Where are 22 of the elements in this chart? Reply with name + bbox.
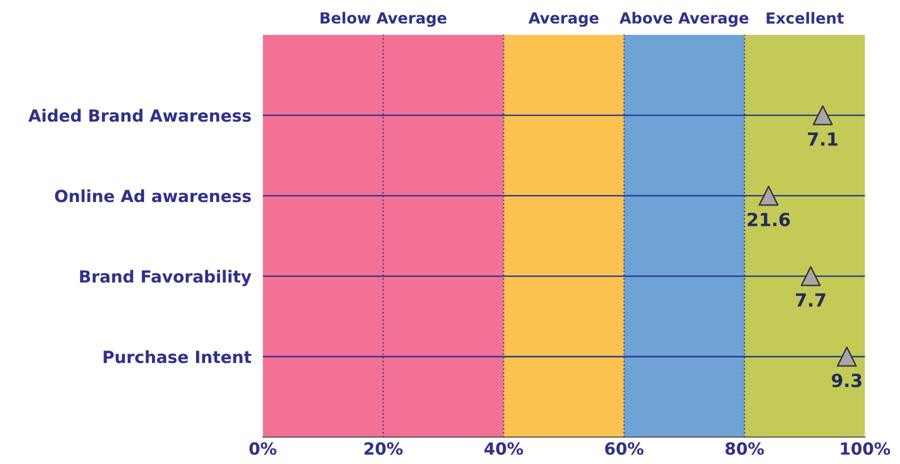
point: [800, 266, 821, 286]
point: [836, 346, 857, 367]
x-tick-label: 0%: [249, 442, 276, 455]
y-tick-label: Purchase Intent: [104, 350, 252, 364]
annotation: 9.3: [832, 374, 862, 388]
y-tick-label: Brand Favorability: [80, 270, 252, 286]
band-label: Below Average: [320, 12, 446, 27]
x-tick-label: 20%: [364, 442, 403, 455]
point: [812, 105, 833, 126]
y-tick-label: Online Ad awareness: [55, 189, 251, 202]
y-tick-label: Aided Brand Awareness: [28, 108, 251, 122]
band-label: Average: [528, 12, 598, 27]
x-tick-label: 40%: [484, 442, 524, 455]
band-label: Excellent: [766, 12, 844, 24]
annotation: 7.1: [808, 132, 838, 146]
annotation: 7.7: [796, 293, 826, 307]
x-tick-label: 80%: [726, 442, 764, 455]
annotation: 21.6: [748, 212, 790, 226]
point: [758, 186, 779, 206]
x-tick-label: 100%: [841, 442, 890, 455]
x-tick-label: 60%: [605, 442, 644, 455]
band-label: Above Average: [620, 12, 748, 27]
